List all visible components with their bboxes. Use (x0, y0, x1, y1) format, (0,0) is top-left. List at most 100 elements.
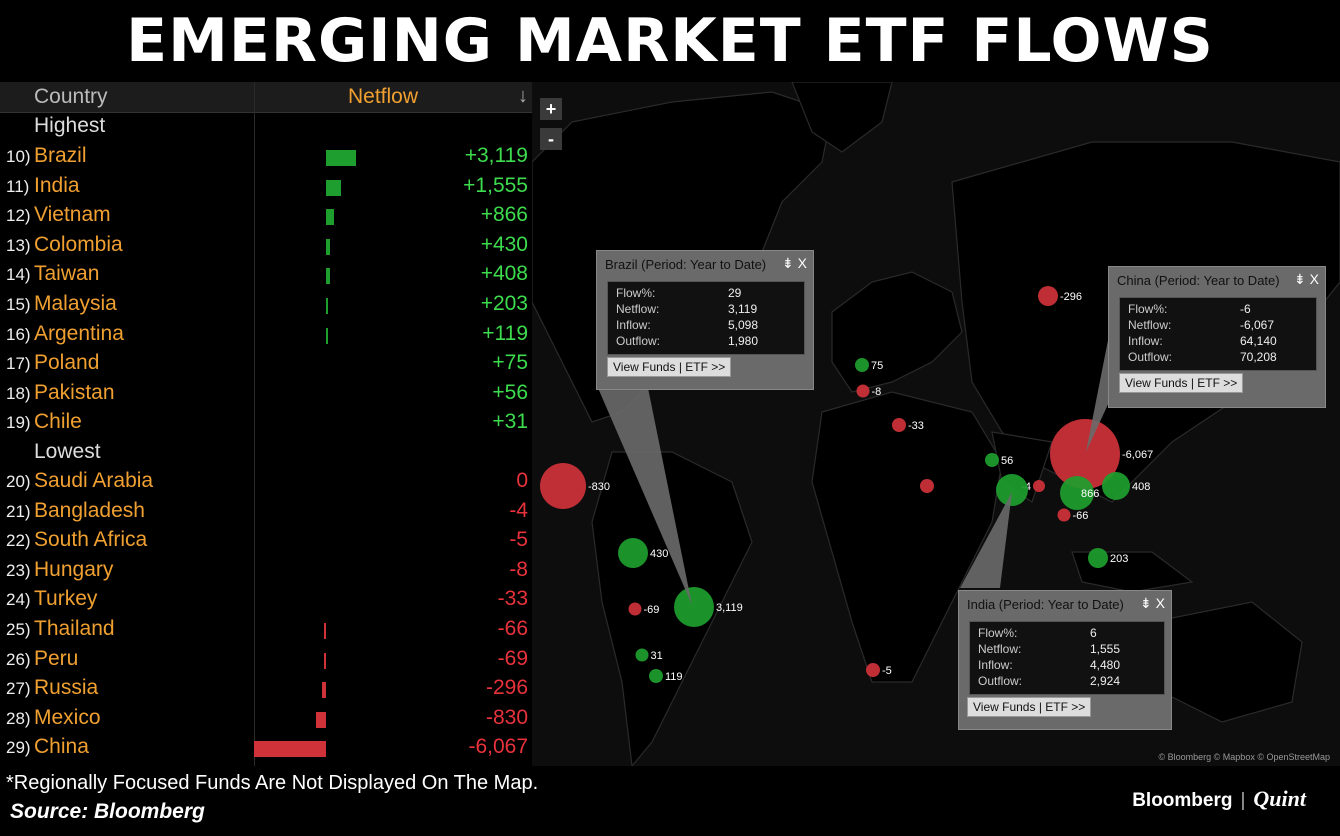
table-row[interactable]: 29) China -6,067 (0, 734, 532, 763)
table-row[interactable]: 18) Pakistan +56 (0, 380, 532, 409)
row-country: Bangladesh (34, 498, 145, 522)
brand-logo: Bloomberg | Quint (1132, 786, 1306, 812)
map-bubble[interactable] (1088, 548, 1108, 568)
row-country: Poland (34, 351, 100, 375)
table-row[interactable]: 22) South Africa -5 (0, 527, 532, 556)
row-rank: 18) (6, 383, 31, 403)
map-bubble-label: 203 (1110, 553, 1128, 565)
row-netflow-value: +430 (480, 232, 528, 256)
world-map[interactable]: 3,119430-6931119-83075-8-33-29656-4-6,06… (532, 82, 1340, 766)
map-bubble[interactable] (1102, 472, 1130, 500)
table-row[interactable]: 12) Vietnam +866 (0, 202, 532, 231)
map-bubble[interactable] (1057, 508, 1071, 522)
table-row[interactable]: 24) Turkey -33 (0, 586, 532, 615)
section-label-lowest: Lowest (34, 440, 101, 463)
row-country: Brazil (34, 144, 87, 167)
column-divider (254, 82, 255, 766)
map-bubble[interactable] (996, 474, 1028, 506)
map-bubble[interactable] (628, 602, 642, 616)
row-netflow-value: +203 (480, 292, 528, 315)
map-bubble[interactable] (920, 479, 934, 493)
column-header-netflow[interactable]: Netflow (348, 85, 419, 108)
map-bubble[interactable] (618, 538, 648, 568)
table-row[interactable]: 26) Peru -69 (0, 646, 532, 675)
pin-close-icon[interactable]: ⇟ X (1140, 595, 1165, 611)
outflow-value: 2,924 (1090, 674, 1121, 688)
map-bubble[interactable] (1038, 286, 1058, 306)
row-country: Colombia (34, 232, 123, 256)
map-bubble[interactable] (635, 648, 649, 662)
table-row[interactable]: 14) Taiwan +408 (0, 261, 532, 290)
table-row[interactable]: 23) Hungary -8 (0, 557, 532, 586)
table-row[interactable]: 28) Mexico -830 (0, 705, 532, 734)
india-popup: India (Period: Year to Date) ⇟ X Flow%: … (958, 590, 1172, 730)
pin-close-icon[interactable]: ⇟ X (1294, 271, 1319, 287)
inflow-value: 5,098 (728, 318, 759, 332)
table-row[interactable]: 20) Saudi Arabia 0 (0, 468, 532, 497)
table-row[interactable]: 15) Malaysia +203 (0, 291, 532, 320)
map-bubble-label: 408 (1132, 481, 1150, 493)
sort-down-icon[interactable]: ↓ (518, 85, 528, 107)
map-bubble[interactable] (674, 587, 714, 627)
zoom-in-button[interactable]: + (540, 98, 562, 120)
map-bubble[interactable] (1060, 476, 1094, 510)
map-bubble-label: -69 (644, 604, 660, 616)
row-netflow-value: -296 (485, 676, 528, 700)
land-europe (831, 271, 963, 393)
netflow-table: Country Netflow ↓ Highest Lowest 10) Braz… (0, 82, 532, 766)
row-country: Chile (34, 410, 82, 434)
map-bubble-label: -66 (1073, 510, 1089, 522)
zoom-out-button[interactable]: - (540, 128, 562, 150)
map-bubble-label: 75 (871, 360, 883, 372)
row-rank: 19) (6, 413, 31, 433)
table-row[interactable]: 25) Thailand -66 (0, 616, 532, 645)
row-rank: 17) (6, 354, 31, 374)
popup-title: China (Period: Year to Date) (1117, 273, 1280, 288)
netflow-bar (324, 652, 326, 669)
row-netflow-value: -830 (485, 705, 528, 729)
netflow-bar (254, 741, 326, 758)
map-bubble-label: -8 (872, 386, 882, 398)
netflow-value: 3,119 (728, 302, 758, 316)
flow-label: Flow%: (616, 286, 656, 300)
row-country: Taiwan (34, 262, 100, 286)
view-funds-button[interactable]: View Funds | ETF >> (967, 697, 1092, 717)
table-row[interactable]: 10) Brazil +3,119 (0, 143, 532, 172)
popup-stats: Flow%: 29 Netflow: 3,119 Inflow: 5,098 O… (607, 281, 805, 355)
view-funds-button[interactable]: View Funds | ETF >> (607, 357, 732, 377)
map-canvas: 3,119430-6931119-83075-8-33-29656-4-6,06… (532, 82, 1340, 766)
table-row[interactable]: 21) Bangladesh -4 (0, 498, 532, 527)
map-bubble[interactable] (1033, 480, 1045, 492)
table-row[interactable]: 17) Poland +75 (0, 350, 532, 379)
row-netflow-value: 0 (516, 469, 528, 492)
map-bubble[interactable] (856, 384, 870, 398)
pin-close-icon[interactable]: ⇟ X (782, 255, 807, 271)
view-funds-button[interactable]: View Funds | ETF >> (1119, 373, 1244, 393)
table-row[interactable]: 19) Chile +31 (0, 409, 532, 438)
inflow-label: Inflow: (616, 318, 651, 332)
table-row[interactable]: 13) Colombia +430 (0, 232, 532, 261)
row-country: South Africa (34, 528, 148, 552)
netflow-bar (316, 711, 326, 728)
table-row[interactable]: 16) Argentina +119 (0, 321, 532, 350)
row-rank: 11) (6, 176, 30, 196)
column-header-country[interactable]: Country (34, 85, 108, 108)
netflow-label: Netflow: (1128, 318, 1172, 332)
map-bubble[interactable] (892, 418, 906, 432)
table-row[interactable]: 11) India +1,555 (0, 173, 532, 202)
flow-label: Flow%: (1128, 302, 1168, 316)
map-bubble-label: -33 (908, 420, 924, 432)
map-bubble[interactable] (866, 663, 880, 677)
map-bubble[interactable] (649, 669, 663, 683)
popup-title: India (Period: Year to Date) (967, 597, 1124, 612)
map-bubble[interactable] (540, 463, 586, 509)
map-bubble-label: -830 (588, 481, 610, 493)
outflow-value: 70,208 (1240, 350, 1277, 364)
map-bubble-label: -5 (882, 665, 892, 677)
netflow-bar (324, 623, 326, 639)
row-country: Thailand (34, 617, 115, 640)
map-attribution: © Bloomberg © Mapbox © OpenStreetMap (1158, 752, 1330, 762)
map-bubble[interactable] (985, 453, 999, 467)
table-row[interactable]: 27) Russia -296 (0, 675, 532, 704)
map-bubble[interactable] (855, 358, 869, 372)
